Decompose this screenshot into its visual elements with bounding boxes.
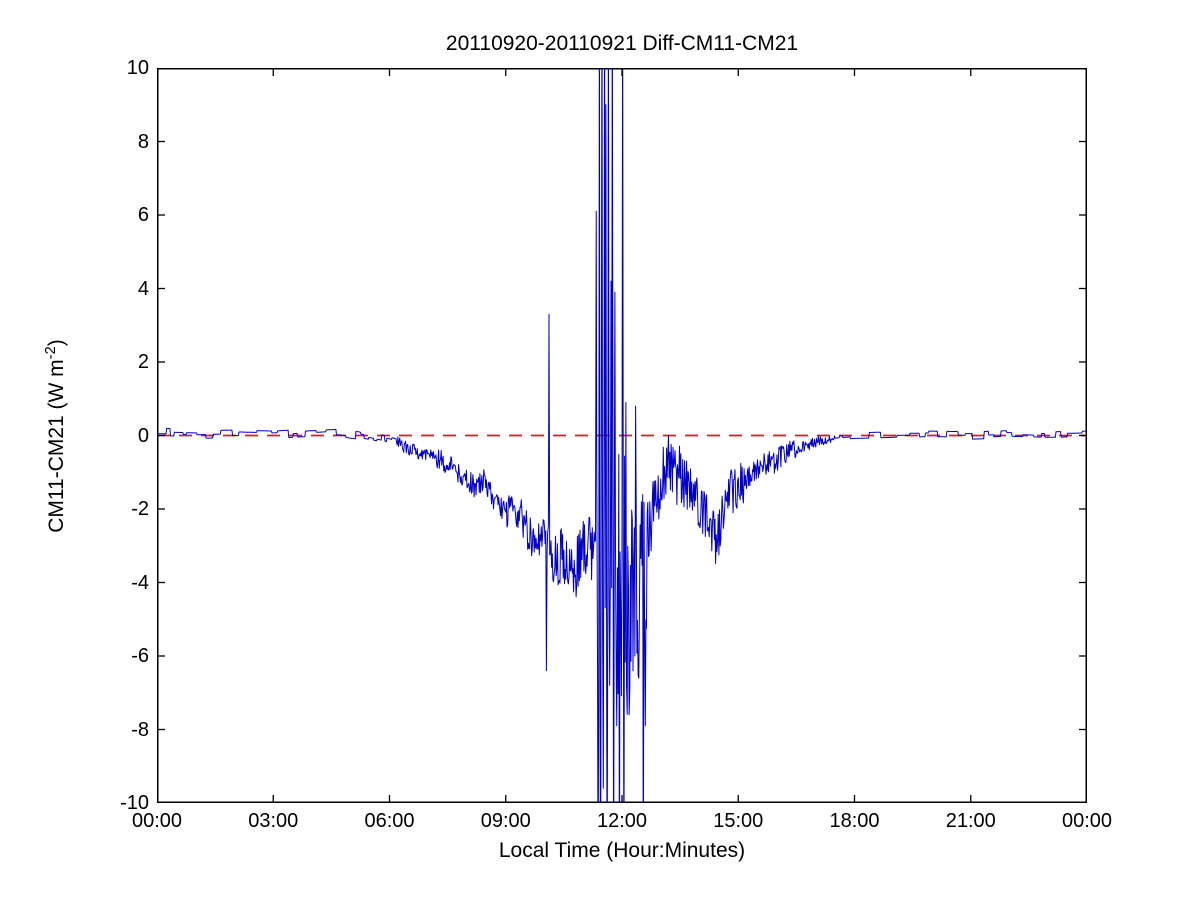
x-tick-label: 18:00 bbox=[829, 810, 880, 832]
x-tick-label: 21:00 bbox=[945, 810, 996, 832]
x-tick-label: 15:00 bbox=[713, 810, 764, 832]
difference-series-line bbox=[157, 68, 1087, 803]
y-axis-label-main: CM11-CM21 (W m bbox=[45, 359, 68, 533]
y-tick-label: 0 bbox=[137, 424, 149, 447]
y-tick-label: 6 bbox=[137, 204, 149, 226]
x-tick-label: 09:00 bbox=[480, 810, 531, 832]
x-tick-label: 00:00 bbox=[1061, 810, 1113, 832]
y-tick-label: -2 bbox=[131, 498, 149, 520]
y-axis-label-close: ) bbox=[45, 339, 68, 347]
chart-title: 20110920-20110921 Diff-CM11-CM21 bbox=[445, 32, 799, 55]
y-tick-label: 10 bbox=[126, 57, 149, 79]
y-tick-label: 4 bbox=[137, 277, 149, 300]
plot-canvas bbox=[157, 68, 1087, 803]
x-axis-label: Local Time (Hour:Minutes) bbox=[498, 839, 746, 862]
y-tick-label: -6 bbox=[131, 645, 149, 667]
x-tick-label: 00:00 bbox=[131, 810, 183, 832]
y-axis-label-exponent: -2 bbox=[43, 346, 59, 360]
y-tick-label: 2 bbox=[137, 351, 149, 373]
y-tick-label: -10 bbox=[120, 792, 149, 814]
x-tick-label: 06:00 bbox=[364, 810, 415, 832]
x-tick-label: 03:00 bbox=[248, 810, 299, 832]
y-tick-label: 8 bbox=[137, 130, 149, 153]
y-axis-label: CM11-CM21 (W m-2) bbox=[43, 236, 71, 636]
y-tick-label: -8 bbox=[131, 718, 149, 741]
plot-area bbox=[157, 68, 1087, 803]
x-tick-label: 12:00 bbox=[596, 810, 648, 832]
y-tick-label: -4 bbox=[131, 571, 149, 594]
